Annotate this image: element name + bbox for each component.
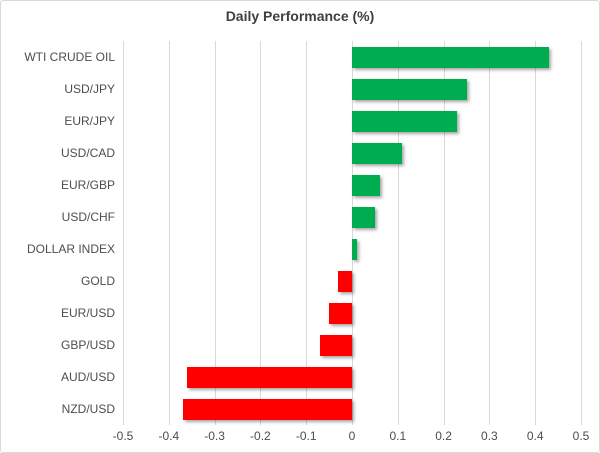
category-label-gbp-usd: GBP/USD bbox=[60, 338, 115, 352]
bar-usd-chf bbox=[352, 206, 375, 228]
gridline-x--0.1 bbox=[306, 41, 308, 425]
x-tick-label--0p5: -0.5 bbox=[112, 429, 134, 443]
x-tick-label-0: 0 bbox=[348, 429, 356, 443]
x-tick-label--0p4: -0.4 bbox=[158, 429, 180, 443]
bar-wti-crude-oil bbox=[352, 46, 549, 68]
bar-nzd-usd bbox=[182, 398, 352, 420]
bar-usd-cad bbox=[352, 142, 403, 164]
x-tick-label-0p1: 0.1 bbox=[389, 429, 407, 443]
category-label-eur-jpy: EUR/JPY bbox=[64, 114, 115, 128]
x-tick-label-0p4: 0.4 bbox=[526, 429, 544, 443]
x-tick-label--0p3: -0.3 bbox=[204, 429, 225, 443]
category-label-aud-usd: AUD/USD bbox=[60, 370, 115, 384]
x-tick-label--0p1: -0.1 bbox=[295, 429, 317, 443]
category-label-gold: GOLD bbox=[80, 274, 115, 288]
plot-area bbox=[123, 41, 582, 425]
x-tick-label-0p3: 0.3 bbox=[481, 429, 498, 443]
bar-eur-usd bbox=[329, 302, 352, 324]
x-tick-label-0p5: 0.5 bbox=[572, 429, 590, 443]
gridline-x--0.4 bbox=[168, 41, 170, 425]
bar-usd-jpy bbox=[352, 78, 467, 100]
bar-eur-jpy bbox=[352, 110, 458, 132]
category-label-nzd-usd: NZD/USD bbox=[61, 402, 115, 416]
bar-dollar-index bbox=[352, 238, 357, 260]
gridline-x-0.2 bbox=[443, 41, 445, 425]
x-tick-label-0p2: 0.2 bbox=[435, 429, 452, 443]
category-label-eur-usd: EUR/USD bbox=[60, 306, 115, 320]
gridline-x--0.2 bbox=[260, 41, 262, 425]
bar-gold bbox=[338, 270, 352, 292]
gridline-x--0.3 bbox=[214, 41, 216, 425]
x-tick-label--0p2: -0.2 bbox=[250, 429, 271, 443]
bar-aud-usd bbox=[187, 366, 352, 388]
category-label-wti-crude-oil: WTI CRUDE OIL bbox=[24, 50, 115, 64]
category-label-usd-chf: USD/CHF bbox=[61, 210, 115, 224]
gridline-x-0.1 bbox=[397, 41, 399, 425]
gridline-x-0.3 bbox=[489, 41, 491, 425]
category-label-usd-cad: USD/CAD bbox=[60, 146, 115, 160]
category-label-usd-jpy: USD/JPY bbox=[64, 82, 115, 96]
bar-gbp-usd bbox=[319, 334, 352, 356]
gridline-x-0 bbox=[352, 41, 353, 425]
gridline-x-0.4 bbox=[535, 41, 537, 425]
chart-title: Daily Performance (%) bbox=[225, 8, 375, 24]
gridline-x-0.5 bbox=[581, 41, 582, 425]
category-label-eur-gbp: EUR/GBP bbox=[60, 178, 115, 192]
bar-eur-gbp bbox=[352, 174, 380, 196]
category-label-dollar-index: DOLLAR INDEX bbox=[26, 242, 115, 256]
gridline-x--0.5 bbox=[123, 41, 124, 425]
